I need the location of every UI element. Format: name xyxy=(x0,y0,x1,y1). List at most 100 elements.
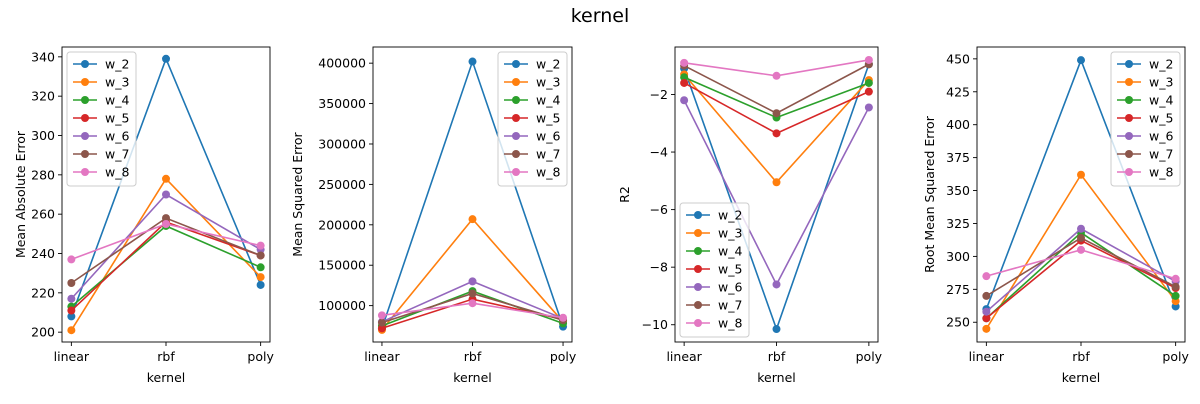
data-point-w_6 xyxy=(468,277,477,286)
data-point-w_6 xyxy=(982,307,991,316)
legend-marker-w_7 xyxy=(81,150,89,158)
data-point-w_7 xyxy=(162,214,170,223)
data-point-w_8 xyxy=(377,311,386,320)
x-tick-label: rbf xyxy=(1072,349,1090,364)
data-point-w_4 xyxy=(680,73,689,82)
data-point-w_8 xyxy=(982,272,991,281)
x-axis-label: kernel xyxy=(147,370,186,385)
legend-marker-w_8 xyxy=(1125,168,1133,176)
y-tick-label: −8 xyxy=(650,260,668,275)
legend-label-w_3: w_3 xyxy=(536,75,560,90)
data-point-w_5 xyxy=(982,314,991,323)
data-point-w_8 xyxy=(864,55,873,64)
legend: w_2 w_3 w_4 w_5 w_6 w_7 w_8 xyxy=(497,51,568,187)
data-point-w_7 xyxy=(1077,233,1085,242)
legend-marker-w_5 xyxy=(81,114,89,122)
legend-marker-w_3 xyxy=(512,78,520,86)
x-tick-label: poly xyxy=(550,349,577,364)
x-tick-label: poly xyxy=(856,349,883,364)
subplot-4: 250 275 300 325 350 375 400 425 450 linear rbf poly… xyxy=(922,46,1189,385)
y-tick-label: 300 xyxy=(946,249,970,264)
y-tick-label: 300 xyxy=(31,128,55,143)
data-point-w_6 xyxy=(864,103,873,112)
legend: w_2 w_3 w_4 w_5 w_6 w_7 w_8 xyxy=(1110,51,1181,187)
legend: w_2 w_3 w_4 w_5 w_6 w_7 w_8 xyxy=(679,202,750,338)
y-axis-label: Root Mean Squared Error xyxy=(922,115,937,273)
legend-label-w_7: w_7 xyxy=(105,147,129,162)
legend-marker-w_4 xyxy=(512,96,520,104)
legend-label-w_6: w_6 xyxy=(1149,129,1173,144)
y-tick-label: −4 xyxy=(650,145,668,160)
legend-label-w_7: w_7 xyxy=(536,147,560,162)
data-point-w_6 xyxy=(67,294,76,303)
data-point-w_6 xyxy=(1077,224,1085,233)
legend-marker-w_6 xyxy=(694,283,702,291)
y-tick-label: 325 xyxy=(946,216,970,231)
y-tick-label: 220 xyxy=(31,285,55,300)
data-point-w_2 xyxy=(162,54,170,63)
data-point-w_2 xyxy=(1077,56,1085,65)
data-point-w_8 xyxy=(67,255,76,264)
x-tick-label: linear xyxy=(666,349,702,364)
legend-marker-w_3 xyxy=(81,78,89,86)
y-tick-label: 275 xyxy=(946,282,970,297)
figure-title: kernel xyxy=(570,5,630,27)
data-point-w_7 xyxy=(256,251,265,260)
legend-marker-w_7 xyxy=(512,150,520,158)
y-tick-label: 450 xyxy=(946,51,970,66)
y-axis-label: Mean Squared Error xyxy=(290,131,305,256)
y-tick-label: 350 xyxy=(946,183,970,198)
x-axis-label: kernel xyxy=(757,370,796,385)
legend-label-w_5: w_5 xyxy=(1149,111,1173,126)
y-tick-label: 400000 xyxy=(318,56,366,71)
x-tick-label: rbf xyxy=(157,349,175,364)
legend-label-w_5: w_5 xyxy=(536,111,560,126)
x-tick-label: linear xyxy=(969,349,1005,364)
legend-label-w_4: w_4 xyxy=(718,244,742,259)
x-tick-label: rbf xyxy=(464,349,482,364)
legend-label-w_2: w_2 xyxy=(718,208,742,223)
data-point-w_7 xyxy=(772,109,781,118)
data-point-w_7 xyxy=(982,291,991,300)
legend-marker-w_6 xyxy=(1125,132,1133,140)
y-tick-label: 300000 xyxy=(318,136,366,151)
y-axis-label: R2 xyxy=(617,186,632,203)
legend: w_2 w_3 w_4 w_5 w_6 w_7 w_8 xyxy=(66,51,137,187)
data-point-w_7 xyxy=(377,318,386,327)
data-point-w_5 xyxy=(864,87,873,96)
data-point-w_5 xyxy=(67,306,76,315)
data-point-w_8 xyxy=(1171,274,1180,283)
legend-label-w_7: w_7 xyxy=(718,298,742,313)
data-point-w_7 xyxy=(1171,282,1180,291)
legend-marker-w_2 xyxy=(81,60,89,68)
data-point-w_3 xyxy=(162,174,170,183)
legend-label-w_8: w_8 xyxy=(536,165,560,180)
legend-label-w_4: w_4 xyxy=(1149,93,1173,108)
legend-label-w_2: w_2 xyxy=(105,57,129,72)
y-tick-label: −6 xyxy=(650,202,668,217)
series-line-w_4 xyxy=(985,231,1177,319)
legend-label-w_7: w_7 xyxy=(1149,147,1173,162)
data-point-w_3 xyxy=(67,326,76,335)
legend-label-w_8: w_8 xyxy=(1149,165,1173,180)
data-point-w_7 xyxy=(468,289,477,298)
y-tick-label: 260 xyxy=(31,207,55,222)
data-point-w_2 xyxy=(468,57,477,66)
x-tick-label: linear xyxy=(364,349,400,364)
y-tick-label: 400 xyxy=(946,117,970,132)
legend-marker-w_4 xyxy=(694,247,702,255)
legend-marker-w_8 xyxy=(81,168,89,176)
legend-marker-w_5 xyxy=(694,265,702,273)
data-point-w_2 xyxy=(256,280,265,289)
legend-marker-w_2 xyxy=(512,60,520,68)
data-point-w_8 xyxy=(680,58,689,67)
legend-label-w_8: w_8 xyxy=(105,165,129,180)
y-tick-label: 425 xyxy=(946,84,970,99)
legend-marker-w_2 xyxy=(1125,60,1133,68)
y-tick-label: 350000 xyxy=(318,96,366,111)
data-point-w_5 xyxy=(772,129,781,138)
x-tick-label: linear xyxy=(54,349,90,364)
data-point-w_7 xyxy=(67,279,76,287)
legend-label-w_6: w_6 xyxy=(105,129,129,144)
